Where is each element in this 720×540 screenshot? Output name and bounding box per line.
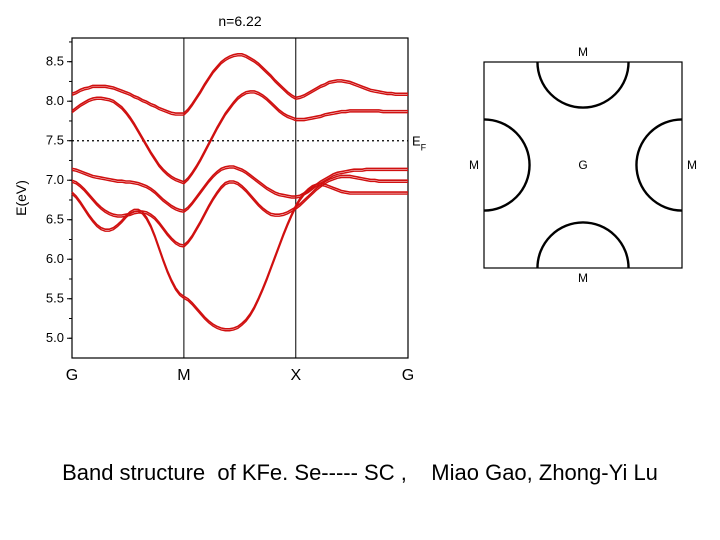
band-curve-b3 xyxy=(72,166,408,210)
band-ytick-label: 7.5 xyxy=(46,133,64,148)
caption-text: Band structure of KFe. Se----- SC , Miao… xyxy=(0,460,720,486)
band-curve-b1-pair xyxy=(72,56,408,115)
band-xtick-label: G xyxy=(66,367,78,384)
fs-label-M-bottom: M xyxy=(578,271,588,285)
band-curve-b3-pair xyxy=(72,168,408,212)
band-curve-b5-pair xyxy=(72,185,408,330)
fermi-surface-svg: M M M M G xyxy=(462,40,704,290)
band-curve-b1 xyxy=(72,54,408,113)
band-structure-panel: n=6.22 E(eV) 5.0 5.5 6.0 6.5 7.0 7.5 8.0 8.5 G M X G E… xyxy=(10,4,430,404)
fs-label-M-left: M xyxy=(469,158,479,172)
band-ytick-label: 8.5 xyxy=(46,54,64,69)
band-ytick-label: 6.0 xyxy=(46,251,64,266)
band-curve-b5 xyxy=(72,183,408,328)
band-structure-svg: n=6.22 E(eV) 5.0 5.5 6.0 6.5 7.0 7.5 8.0 8.5 G M X G E… xyxy=(10,4,430,404)
band-ytick-label: 6.5 xyxy=(46,212,64,227)
fs-label-M-top: M xyxy=(578,45,588,59)
band-ytick-label: 5.0 xyxy=(46,330,64,345)
band-xtick-label: X xyxy=(290,367,301,384)
fs-label-M-right: M xyxy=(687,158,697,172)
band-title: n=6.22 xyxy=(218,13,261,29)
band-ylabel: E(eV) xyxy=(13,180,29,216)
band-ytick-label: 5.5 xyxy=(46,291,64,306)
fs-label-G: G xyxy=(578,158,587,172)
band-ytick-label: 7.0 xyxy=(46,172,64,187)
band-ytick-label: 8.0 xyxy=(46,93,64,108)
band-xtick-label: G xyxy=(402,367,414,384)
fermi-label: EF xyxy=(412,134,427,153)
band-curve-b4-pair xyxy=(72,177,408,247)
band-xtick-label: M xyxy=(177,367,190,384)
fermi-surface-panel: M M M M G xyxy=(462,40,704,290)
